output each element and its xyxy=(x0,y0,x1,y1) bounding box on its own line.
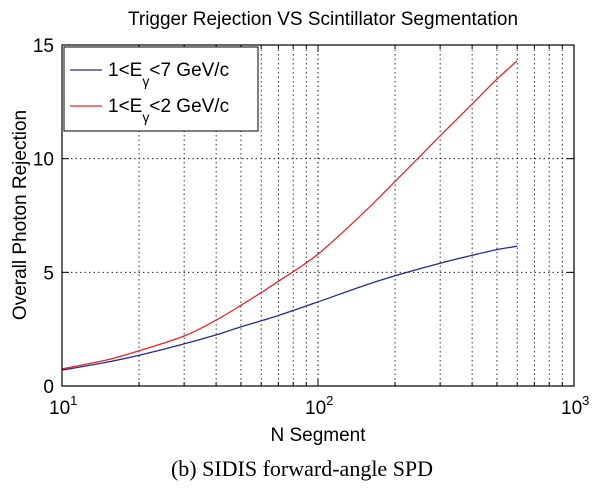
gridlines xyxy=(62,45,574,386)
series-line-1 xyxy=(61,245,518,371)
y-axis-label: Overall Photon Rejection xyxy=(10,110,31,320)
y-tick-label: 0 xyxy=(43,377,54,398)
legend-label-1: 1<Eγ<7 GeV/c xyxy=(108,60,229,89)
x-tick-labels: 101 102 103 xyxy=(49,393,589,419)
chart-title: Trigger Rejection VS Scintillator Segmen… xyxy=(128,9,518,30)
legend: 1<Eγ<7 GeV/c 1<Eγ<2 GeV/c xyxy=(63,46,259,132)
x-tick-label: 103 xyxy=(561,393,589,419)
legend-label-2: 1<Eγ<2 GeV/c xyxy=(108,96,229,125)
y-tick-label: 10 xyxy=(33,150,54,171)
x-tick-label: 102 xyxy=(305,393,333,419)
y-tick-labels: 0 5 10 15 xyxy=(33,36,54,398)
figure-caption: (b) SIDIS forward-angle SPD xyxy=(170,456,434,481)
plot-frame xyxy=(61,44,575,387)
y-tick-label: 15 xyxy=(33,36,54,57)
series-lines xyxy=(61,60,518,371)
legend-box xyxy=(63,46,259,132)
series-line-2 xyxy=(61,60,518,370)
y-tick-label: 5 xyxy=(43,263,54,284)
x-tick-label: 101 xyxy=(49,393,77,419)
x-axis-label: N Segment xyxy=(270,425,366,446)
